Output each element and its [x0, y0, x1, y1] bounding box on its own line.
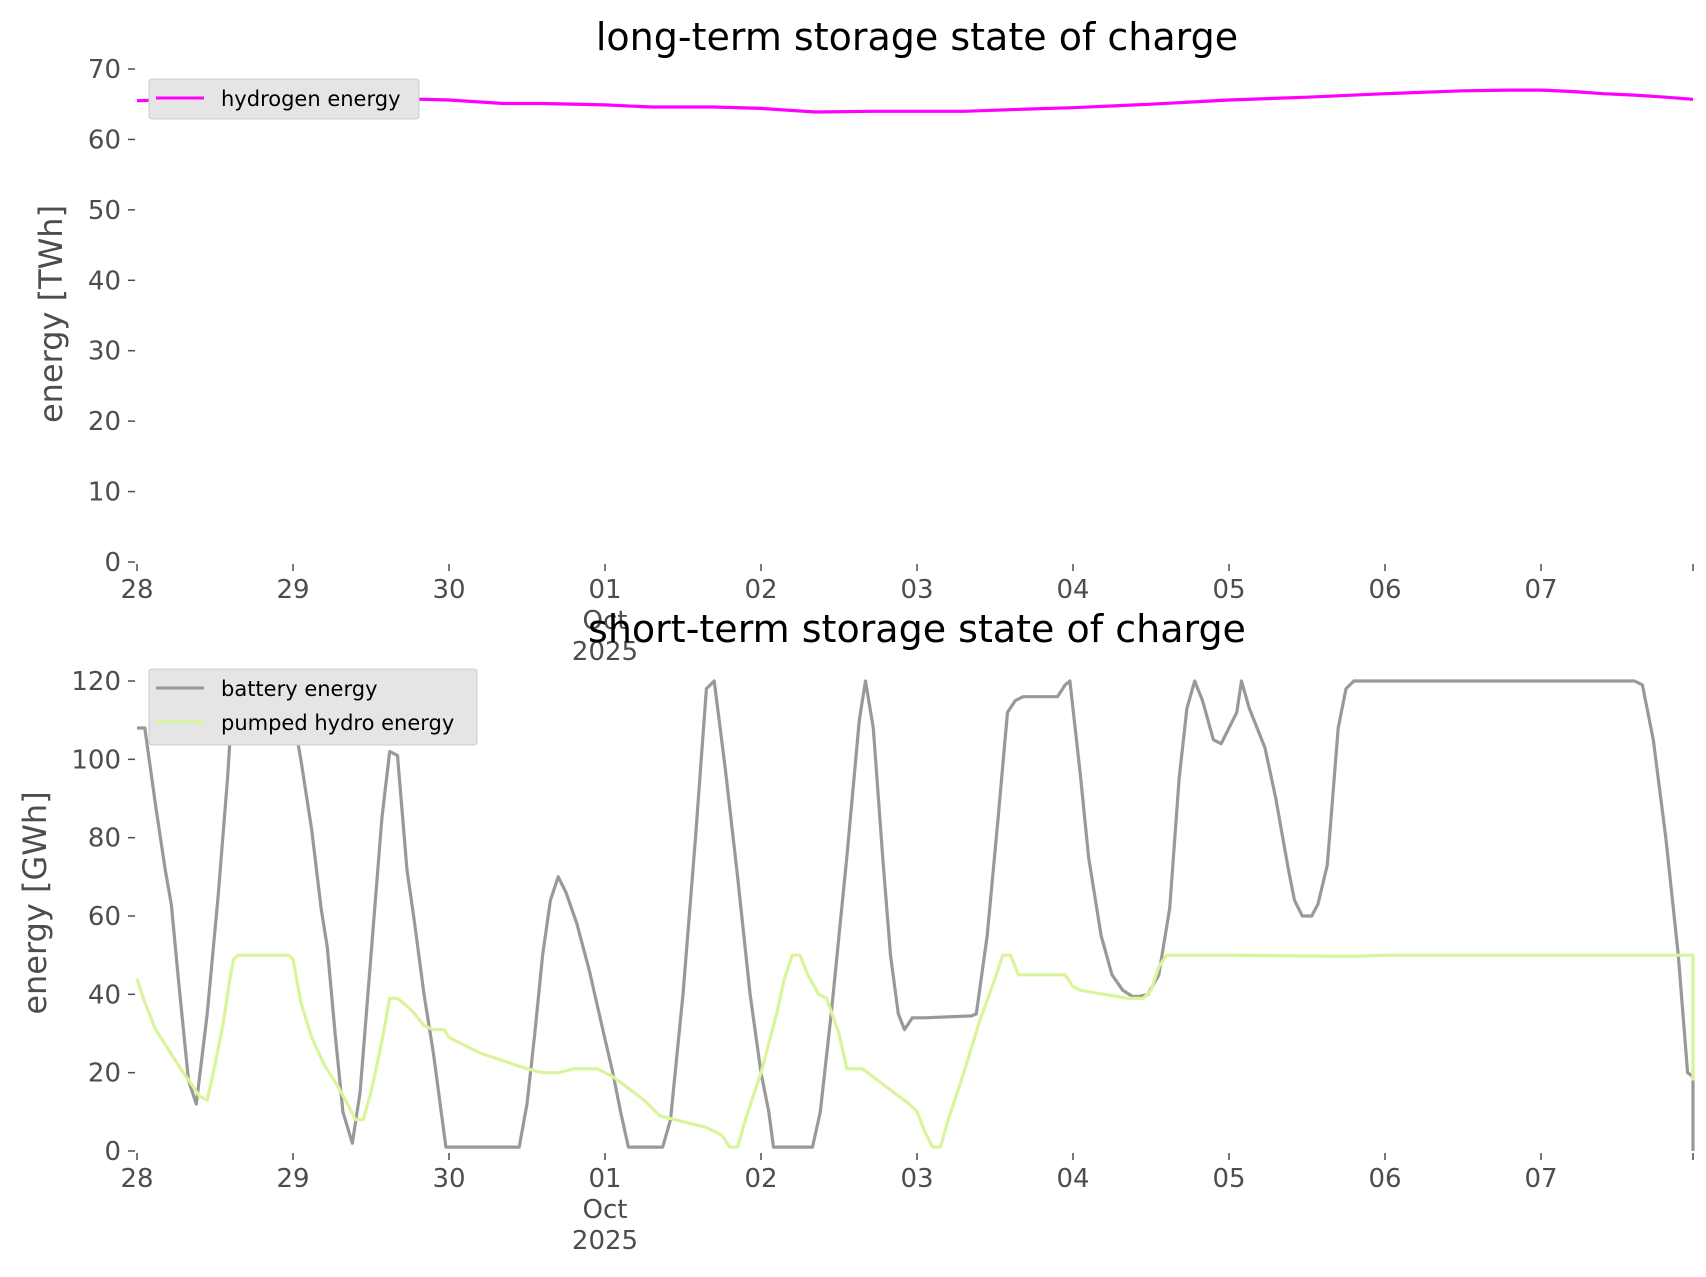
y-tick-label: 80 [88, 824, 121, 854]
x-tick-label: 29 [276, 1164, 309, 1194]
x-tick-label: 02 [744, 575, 777, 605]
x-tick-label: 29 [276, 575, 309, 605]
legend-label-hydrogen: hydrogen energy [221, 87, 401, 111]
short-term-lines [135, 679, 1695, 1151]
short-term-x-ticks: 28 29 30 01 Oct 2025 02 03 04 05 06 07 [120, 1153, 1694, 1256]
y-tick-label: 100 [71, 745, 121, 775]
x-tick-label: 30 [432, 575, 465, 605]
x-tick-label: 28 [120, 575, 153, 605]
y-tick-label: 120 [71, 667, 121, 697]
x-tick-label: 07 [1524, 1164, 1557, 1194]
short-term-y-ticks: 0 20 40 60 80 100 120 [71, 667, 135, 1167]
y-tick-label: 50 [88, 196, 121, 226]
long-term-legend: hydrogen energy [148, 78, 420, 120]
y-tick-label: 60 [88, 125, 121, 155]
y-tick-label: 0 [104, 1137, 121, 1167]
x-tick-label: 03 [900, 575, 933, 605]
short-term-title: short-term storage state of charge [588, 607, 1246, 651]
long-term-panel: long-term storage state of charge energy… [32, 15, 1694, 667]
long-term-ylabel: energy [TWh] [32, 205, 70, 423]
y-tick-label: 10 [88, 478, 121, 508]
series-line-hydrogen [136, 88, 1694, 114]
y-tick-label: 40 [88, 266, 121, 296]
y-tick-label: 40 [88, 980, 121, 1010]
legend-label-pumped-hydro: pumped hydro energy [221, 711, 454, 735]
y-tick-label: 0 [104, 548, 121, 578]
series-line-pumped-hydro [135, 953, 1695, 1149]
y-tick-label: 20 [88, 407, 121, 437]
long-term-legend-box [148, 78, 420, 120]
x-tick-label: 06 [1368, 575, 1401, 605]
y-tick-label: 30 [88, 337, 121, 367]
y-tick-label: 20 [88, 1059, 121, 1089]
short-term-panel: short-term storage state of charge energ… [16, 607, 1695, 1256]
y-tick-label: 60 [88, 902, 121, 932]
long-term-title: long-term storage state of charge [596, 15, 1238, 59]
y-tick-label: 70 [88, 55, 121, 85]
x-tick-label: 30 [432, 1164, 465, 1194]
x-tick-label: 07 [1524, 575, 1557, 605]
x-tick-label: 03 [900, 1164, 933, 1194]
legend-label-battery: battery energy [221, 677, 378, 701]
x-tick-label: 28 [120, 1164, 153, 1194]
long-term-x-ticks: 28 29 30 01 Oct 2025 02 03 04 05 06 07 [120, 564, 1694, 667]
x-tick-label: 04 [1056, 575, 1089, 605]
long-term-lines [136, 88, 1694, 114]
x-tick-label: 01 Oct 2025 [572, 1164, 638, 1256]
x-tick-label: 01 Oct 2025 [572, 575, 638, 667]
x-tick-label: 02 [744, 1164, 777, 1194]
long-term-y-ticks: 0 10 20 30 40 50 60 70 [88, 55, 135, 578]
short-term-legend: battery energy pumped hydro energy [148, 668, 478, 746]
series-line-battery [137, 679, 1695, 1151]
x-tick-label: 05 [1212, 1164, 1245, 1194]
x-tick-label: 04 [1056, 1164, 1089, 1194]
short-term-legend-box [148, 668, 478, 746]
x-tick-label: 06 [1368, 1164, 1401, 1194]
short-term-ylabel: energy [GWh] [16, 791, 54, 1014]
x-tick-label: 05 [1212, 575, 1245, 605]
